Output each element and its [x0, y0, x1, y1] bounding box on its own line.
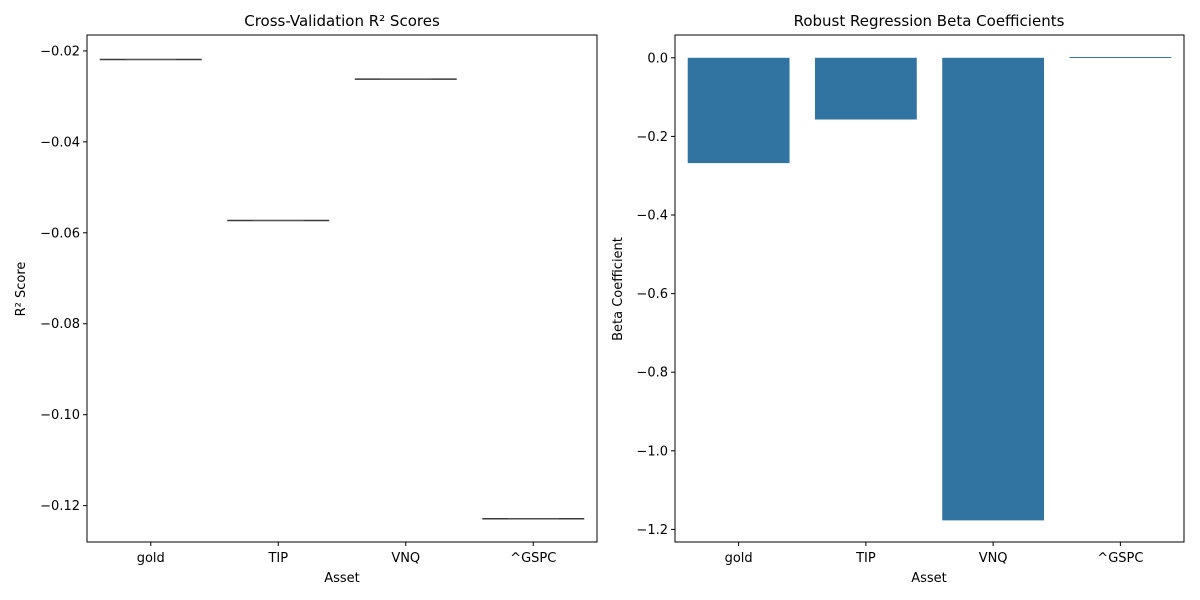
beta-y-tick-label: −1.2 — [636, 523, 668, 538]
beta-x-tick-label: gold — [725, 551, 753, 566]
r2-axes-frame — [86, 34, 598, 543]
beta-y-tick-label: −1.0 — [636, 444, 668, 459]
r2-y-tick-label: −0.08 — [40, 317, 80, 332]
r2-y-axis-label: R² Score — [14, 262, 29, 317]
r2-y-tick-label: −0.06 — [40, 226, 80, 241]
r2-x-tick-label: TIP — [267, 551, 288, 566]
beta-bar-tip — [814, 57, 917, 120]
r2-x-tick-label: VNQ — [391, 551, 420, 566]
beta-x-tick-label: ^GSPC — [1097, 551, 1143, 566]
beta-y-axis-label: Beta Coefficient — [611, 237, 626, 341]
beta-y-tick-label: −0.2 — [636, 130, 668, 145]
beta-x-tick-label: VNQ — [979, 551, 1008, 566]
beta-x-tick-label: TIP — [855, 551, 876, 566]
r2-x-axis-label: Asset — [324, 571, 360, 586]
r2-x-tick-label: ^GSPC — [510, 551, 556, 566]
r2-y-tick-label: −0.02 — [40, 44, 80, 59]
r2-y-tick-label: −0.10 — [40, 408, 80, 423]
beta-x-axis-label: Asset — [911, 571, 947, 586]
beta-plot-area: 0.0 −0.2 −0.4 −0.6 −0.8 −1.0 −1.2 gold TIP VNQ ^GS… — [636, 51, 1172, 566]
beta-bar-gspc — [1069, 57, 1172, 59]
r2-y-tick-label: −0.04 — [40, 135, 80, 150]
r2-plot-area: −0.02 −0.04 −0.06 −0.08 −0.10 −0.12 gold TIP VNQ… — [40, 44, 585, 566]
beta-y-tick-label: 0.0 — [647, 51, 668, 66]
r2-x-tick-label: gold — [137, 551, 165, 566]
beta-y-tick-label: −0.6 — [636, 287, 668, 302]
beta-y-tick-label: −0.8 — [636, 366, 668, 381]
beta-y-tick-label: −0.4 — [636, 209, 668, 224]
beta-axes-frame — [674, 34, 1185, 543]
beta-chart-title: Robust Regression Beta Coefficients — [794, 12, 1065, 30]
r2-chart: Cross-Validation R² Scores −0.02−0.04−0.… — [14, 12, 598, 586]
beta-bar-gold — [687, 57, 790, 164]
r2-chart-title: Cross-Validation R² Scores — [244, 12, 440, 30]
beta-bar-vnq — [942, 57, 1045, 521]
beta-chart: Robust Regression Beta Coefficients 0.0 −… — [611, 12, 1185, 586]
r2-y-tick-label: −0.12 — [40, 499, 80, 514]
